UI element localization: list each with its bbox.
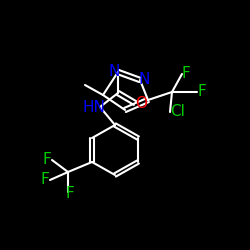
Text: F: F — [66, 186, 74, 202]
Text: N: N — [108, 64, 120, 80]
Text: F: F — [182, 66, 190, 82]
Text: F: F — [40, 172, 50, 188]
Text: Cl: Cl — [170, 104, 186, 120]
Text: O: O — [135, 96, 147, 110]
Text: N: N — [138, 72, 150, 88]
Text: HN: HN — [82, 100, 106, 114]
Text: F: F — [198, 84, 206, 100]
Text: F: F — [42, 152, 51, 168]
